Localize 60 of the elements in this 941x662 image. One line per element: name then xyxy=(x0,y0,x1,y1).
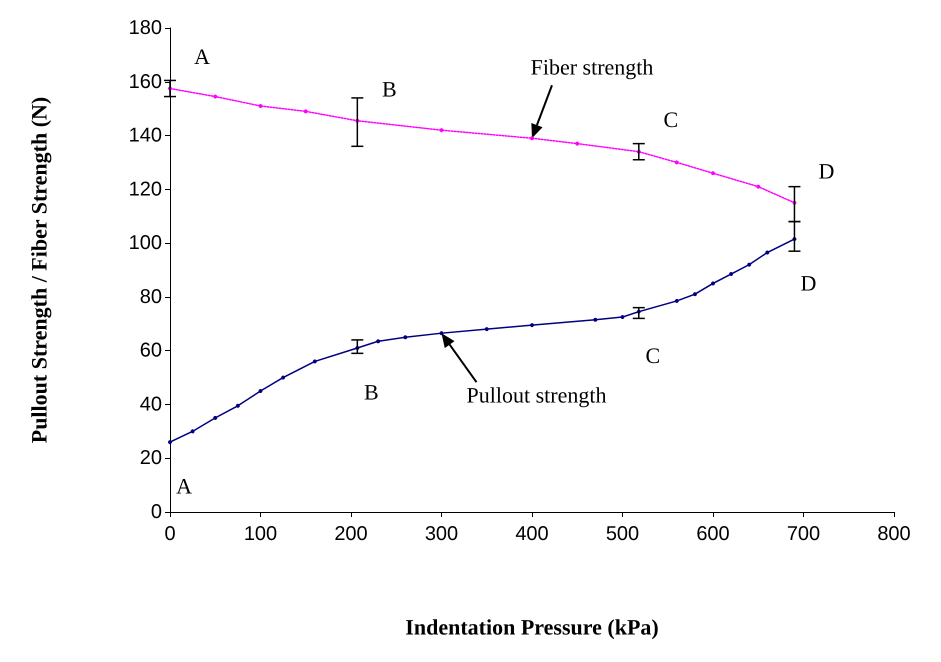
x-tick-label: 700 xyxy=(786,523,820,545)
point xyxy=(729,272,734,276)
annotation: A xyxy=(194,44,210,69)
y-tick-label: 100 xyxy=(128,232,162,254)
y-tick-label: 20 xyxy=(140,447,162,470)
point xyxy=(258,104,262,108)
point xyxy=(711,281,715,286)
point xyxy=(756,184,760,189)
annotation: C xyxy=(645,343,660,368)
y-axis-title: Pullout Strength / Fiber Strength (N) xyxy=(26,96,52,444)
x-tick-label: 0 xyxy=(164,523,176,545)
point xyxy=(620,315,624,320)
point xyxy=(674,298,679,303)
point xyxy=(674,160,679,164)
point xyxy=(376,339,380,344)
y-tick-label: 40 xyxy=(140,393,162,416)
y-tick-label: 180 xyxy=(128,17,162,39)
x-tick-label: 600 xyxy=(696,523,730,545)
point xyxy=(440,331,444,336)
annotation: D xyxy=(800,270,816,296)
point xyxy=(747,262,752,267)
point xyxy=(190,429,195,434)
point xyxy=(593,318,598,322)
annotation: B xyxy=(382,76,397,102)
y-tick-label: 140 xyxy=(128,124,162,147)
y-tick-label: 120 xyxy=(128,178,162,200)
point xyxy=(530,136,534,140)
annotation: C xyxy=(663,107,678,132)
y-tick-label: 0 xyxy=(150,501,162,523)
x-tick-label: 100 xyxy=(244,523,278,545)
point xyxy=(304,109,308,114)
x-tick-label: 500 xyxy=(606,523,640,545)
point xyxy=(692,292,697,296)
point xyxy=(440,128,444,132)
annotation: Pullout strength xyxy=(466,382,606,408)
x-tick-label: 300 xyxy=(424,523,458,545)
point xyxy=(213,94,218,99)
point xyxy=(213,416,218,420)
x-tick-label: 400 xyxy=(515,523,549,545)
point xyxy=(530,323,534,328)
point xyxy=(403,335,408,340)
x-tick-label: 200 xyxy=(334,523,368,545)
y-tick-label: 160 xyxy=(128,70,162,93)
annotation: A xyxy=(176,474,192,499)
annotation: D xyxy=(818,158,834,184)
y-tick-label: 60 xyxy=(140,340,162,362)
point xyxy=(281,376,286,380)
y-tick-label: 80 xyxy=(140,286,162,308)
point xyxy=(312,359,317,364)
point xyxy=(236,404,240,408)
annotation: Fiber strength xyxy=(530,54,654,80)
x-tick-label: 800 xyxy=(877,523,911,545)
point xyxy=(575,142,580,146)
point xyxy=(765,250,770,255)
point xyxy=(484,327,489,332)
x-axis-title: Indentation Pressure (kPa) xyxy=(405,614,659,640)
point xyxy=(168,440,172,444)
annotation: B xyxy=(364,379,379,404)
point xyxy=(258,389,262,393)
point xyxy=(711,171,715,176)
